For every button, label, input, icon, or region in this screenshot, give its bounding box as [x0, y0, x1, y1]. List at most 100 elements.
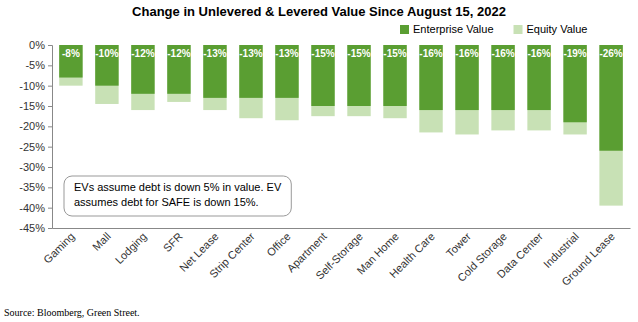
y-tick-label: -10%	[19, 80, 45, 92]
data-label: -13%	[275, 48, 298, 59]
y-tick: -20%	[19, 120, 52, 132]
y-tick: -35%	[19, 181, 52, 193]
y-tick: 0%	[29, 39, 52, 51]
data-label: -12%	[167, 48, 190, 59]
y-tick-label: -40%	[19, 202, 45, 214]
bar	[239, 45, 262, 98]
bar	[203, 45, 226, 98]
annotation-text: EVs assume debt is down 5% in value. EV	[74, 181, 282, 193]
y-tick-mark	[48, 208, 52, 209]
annotation: EVs assume debt is down 5% in value. EV a…	[64, 176, 291, 216]
y-tick-mark	[48, 147, 52, 148]
y-tick: -10%	[19, 80, 52, 92]
x-tick: Strip Center	[207, 228, 257, 280]
y-tick: -25%	[19, 141, 52, 153]
series-bars	[59, 45, 623, 151]
bar	[95, 45, 118, 104]
bar	[239, 45, 262, 118]
y-tick-mark	[48, 65, 52, 66]
x-tick: SFR	[161, 228, 185, 254]
data-label: -12%	[131, 48, 154, 59]
x-tick-label: Mall	[90, 230, 113, 253]
x-tick: Self-Storage	[313, 228, 365, 282]
y-tick-mark	[48, 187, 52, 188]
x-tick-label: Data Center	[495, 230, 546, 281]
bar	[167, 45, 190, 94]
data-label: -16%	[419, 48, 442, 59]
bar	[383, 45, 406, 118]
bar	[203, 45, 226, 110]
x-tick: Ground Lease	[559, 228, 617, 288]
y-tick-mark	[48, 106, 52, 107]
x-axis: GamingMallLodgingSFRNet LeaseStrip Cente…	[41, 228, 630, 288]
annotation-text: assumes debt for SAFE is down 15%.	[74, 196, 259, 208]
title: Change in Unlevered & Levered Value Sinc…	[132, 4, 506, 19]
plot-area: 0%-5%-10%-15%-20%-25%-30%-35%-40%-45%Gam…	[19, 39, 630, 288]
x-tick: Health Care	[387, 228, 437, 280]
x-axis-line	[53, 228, 631, 229]
bar	[311, 45, 334, 106]
y-tick-mark	[48, 45, 52, 46]
y-tick-mark	[48, 167, 52, 168]
chart: Change in Unlevered & Levered Value Sinc…	[0, 0, 638, 322]
x-tick: Mall	[90, 228, 113, 253]
bar	[347, 45, 370, 106]
data-label: -15%	[383, 48, 406, 59]
y-tick-label: -15%	[19, 100, 45, 112]
bar	[419, 45, 442, 132]
x-tick: Tower	[444, 228, 473, 259]
x-tick-label: SFR	[161, 230, 185, 254]
legend-item: Equity Value	[514, 23, 588, 35]
bar	[59, 45, 82, 86]
bar	[131, 45, 154, 110]
data-label: -16%	[455, 48, 478, 59]
bar	[59, 45, 82, 78]
data-label: -19%	[563, 48, 586, 59]
bar	[131, 45, 154, 94]
x-tick: Data Center	[495, 228, 546, 280]
x-tick-label: Strip Center	[207, 230, 257, 280]
x-tick-label: Ground Lease	[559, 230, 617, 288]
y-tick: -15%	[19, 100, 52, 112]
bar	[167, 45, 190, 102]
bars	[59, 45, 623, 206]
data-label: -13%	[203, 48, 226, 59]
y-tick: -30%	[19, 161, 52, 173]
bar	[599, 45, 622, 151]
bar	[599, 45, 622, 206]
data-label: -26%	[599, 48, 622, 59]
x-tick-label: Lodging	[113, 230, 149, 266]
bar	[419, 45, 442, 110]
series-bars	[59, 45, 623, 206]
bar	[563, 45, 586, 122]
data-label: -10%	[95, 48, 118, 59]
annotation-box	[64, 176, 291, 216]
x-tick-label: Self-Storage	[313, 230, 365, 282]
bar	[491, 45, 514, 130]
bar	[383, 45, 406, 106]
y-tick-mark	[48, 228, 52, 229]
data-label: -8%	[62, 48, 80, 59]
x-tick-label: Office	[264, 230, 293, 259]
x-tick-label: Tower	[444, 230, 473, 259]
bar	[491, 45, 514, 110]
y-tick: -5%	[25, 59, 52, 71]
y-tick: -40%	[19, 202, 52, 214]
bar	[95, 45, 118, 86]
bar	[455, 45, 478, 110]
legend-label: Enterprise Value	[413, 23, 494, 35]
source: Source: Bloomberg, Green Street.	[4, 307, 140, 318]
legend-swatch	[514, 25, 523, 34]
x-tick: Gaming	[41, 228, 77, 266]
bar	[347, 45, 370, 116]
bar	[275, 45, 298, 120]
data-label: -16%	[491, 48, 514, 59]
y-tick-label: -20%	[19, 120, 45, 132]
data-labels: -8%-10%-12%-12%-13%-13%-13%-15%-15%-15%-…	[62, 48, 623, 59]
bar	[527, 45, 550, 130]
x-tick: Office	[264, 228, 293, 259]
bar	[311, 45, 334, 116]
x-tick: Lodging	[113, 228, 149, 266]
legend-label: Equity Value	[527, 23, 588, 35]
bar	[563, 45, 586, 134]
